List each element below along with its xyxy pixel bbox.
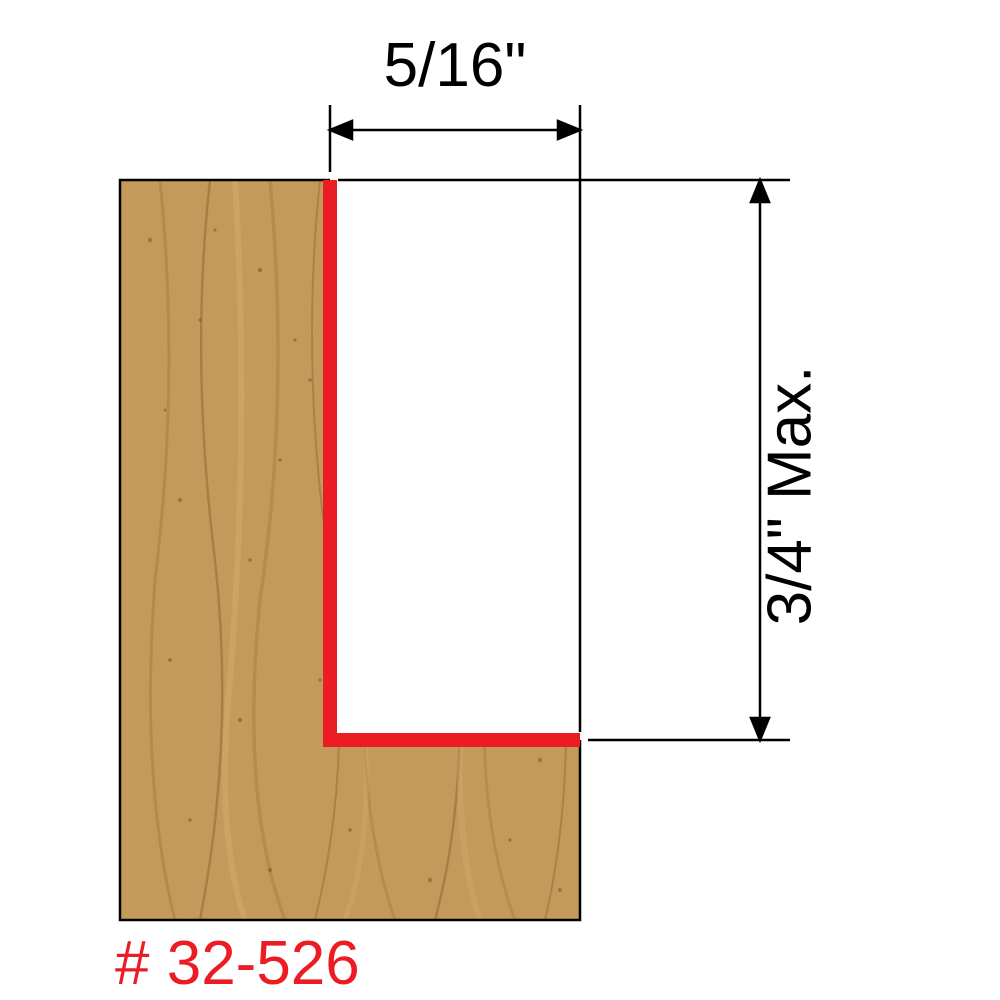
dimension-height xyxy=(338,180,790,740)
part-number-label: # 32-526 xyxy=(115,928,360,999)
wood-profile xyxy=(120,180,580,920)
dimension-height-label: 3/4" Max. xyxy=(755,366,826,626)
dimension-width-label: 5/16" xyxy=(330,30,580,101)
diagram-canvas: 5/16" 3/4" Max. # 32-526 xyxy=(0,0,1000,1000)
diagram-svg xyxy=(0,0,1000,1000)
dimension-width xyxy=(330,105,580,732)
